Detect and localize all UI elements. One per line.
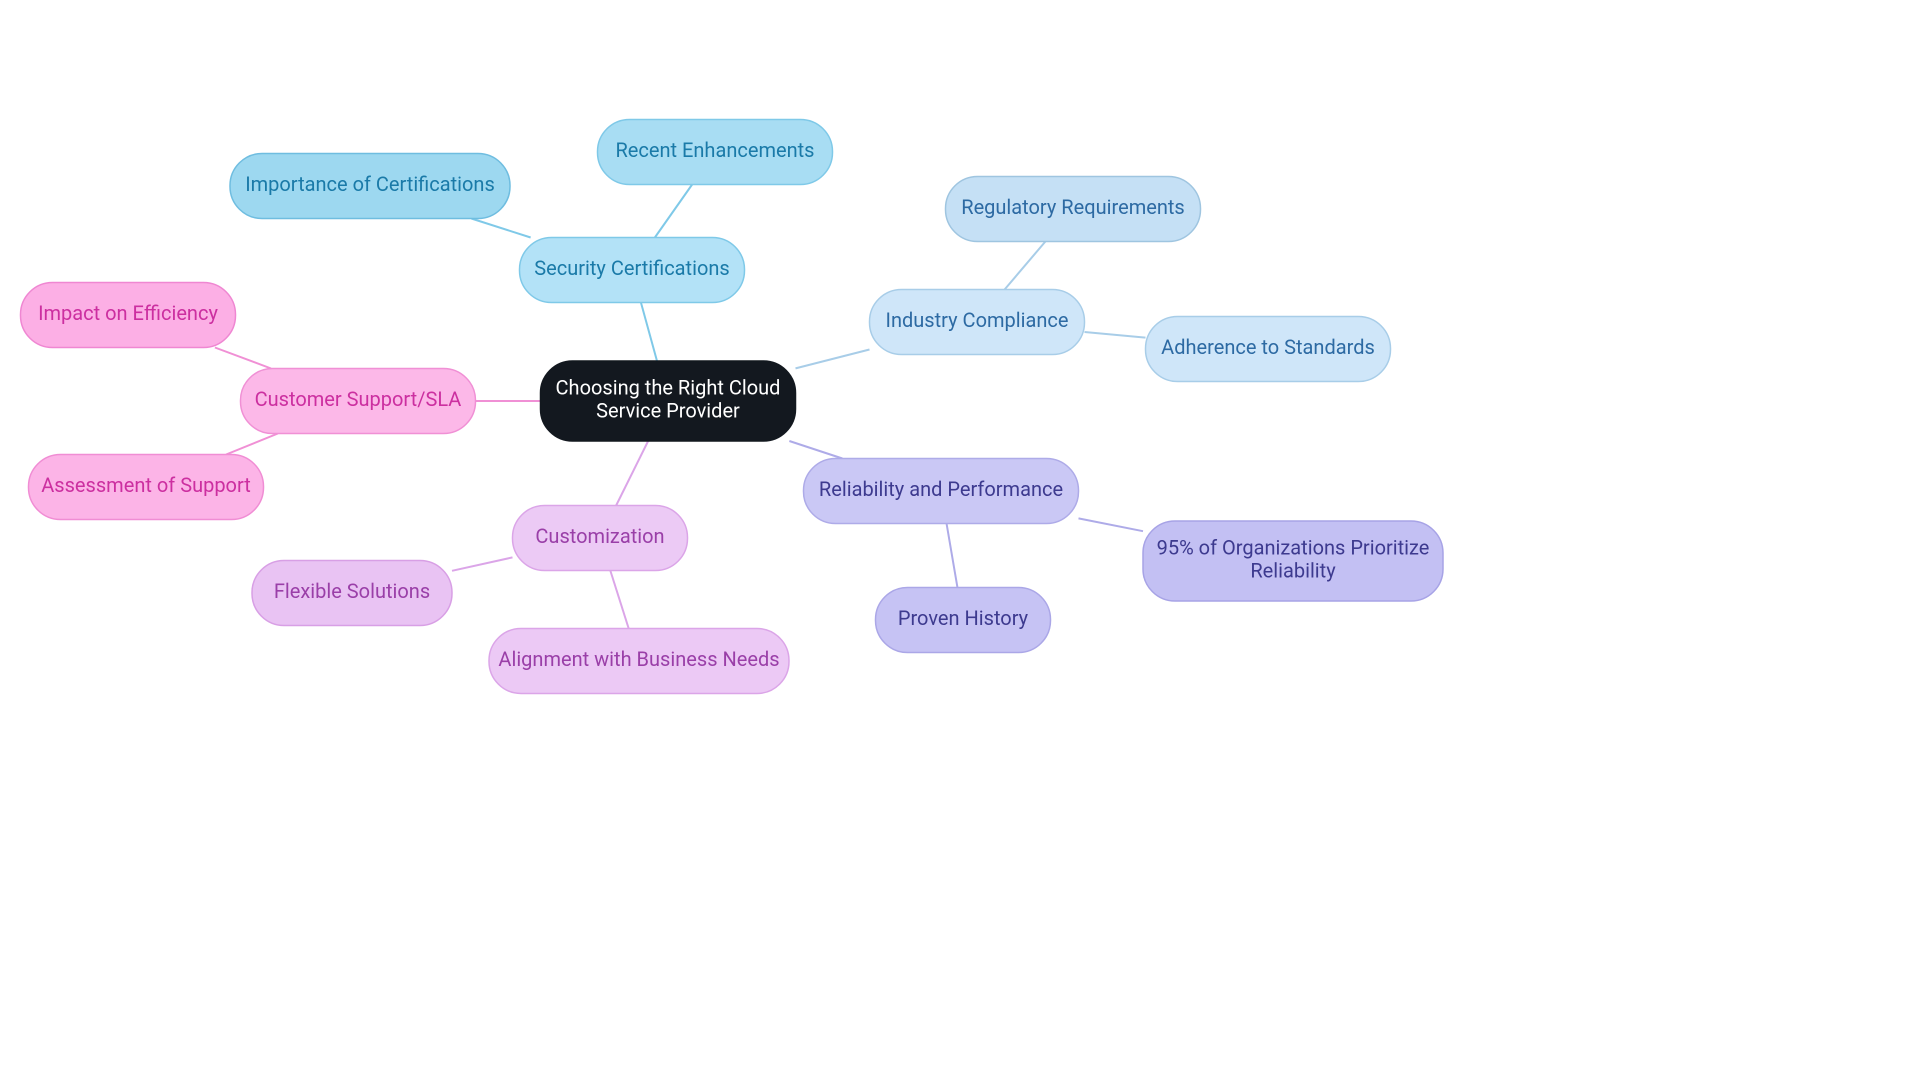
edge	[471, 219, 530, 238]
node-label: Assessment of Support	[41, 473, 251, 497]
edge	[1085, 332, 1146, 338]
node-label: Adherence to Standards	[1161, 335, 1375, 359]
node-label: Recent Enhancements	[615, 138, 814, 162]
node-reliability_c2: Proven History	[876, 588, 1051, 653]
node-label: Customization	[535, 524, 664, 548]
edge	[452, 557, 513, 570]
edge	[641, 303, 657, 362]
node-label: Impact on Efficiency	[38, 301, 218, 325]
edge	[796, 349, 870, 368]
node-customization_c1: Flexible Solutions	[252, 561, 452, 626]
node-compliance: Industry Compliance	[870, 290, 1085, 355]
node-support: Customer Support/SLA	[241, 369, 476, 434]
node-security_c2: Recent Enhancements	[598, 120, 833, 185]
edge	[610, 571, 628, 629]
edge	[215, 348, 271, 369]
node-compliance_c1: Regulatory Requirements	[946, 177, 1201, 242]
node-label: Industry Compliance	[886, 308, 1069, 332]
node-customization: Customization	[513, 506, 688, 571]
edge	[1079, 518, 1144, 531]
edge	[1005, 242, 1046, 290]
node-security_c1: Importance of Certifications	[230, 154, 510, 219]
node-label: Proven History	[898, 606, 1029, 630]
edge	[655, 185, 692, 238]
node-customization_c2: Alignment with Business Needs	[489, 629, 789, 694]
node-support_c2: Assessment of Support	[29, 455, 264, 520]
node-security: Security Certifications	[520, 238, 745, 303]
node-label: Security Certifications	[534, 256, 730, 280]
edge	[947, 524, 958, 588]
edge	[226, 434, 278, 455]
node-label: Flexible Solutions	[274, 579, 430, 603]
node-label: Regulatory Requirements	[961, 195, 1185, 219]
edge	[789, 441, 842, 459]
node-root: Choosing the Right CloudService Provider	[541, 361, 796, 441]
mindmap-canvas: Choosing the Right CloudService Provider…	[0, 0, 1920, 1083]
node-label: Alignment with Business Needs	[498, 647, 779, 671]
node-label: Importance of Certifications	[245, 172, 495, 196]
node-support_c1: Impact on Efficiency	[21, 283, 236, 348]
node-compliance_c2: Adherence to Standards	[1146, 317, 1391, 382]
node-label: Reliability and Performance	[819, 477, 1063, 501]
node-label: Customer Support/SLA	[255, 387, 462, 411]
node-reliability: Reliability and Performance	[804, 459, 1079, 524]
node-reliability_c1: 95% of Organizations PrioritizeReliabili…	[1143, 521, 1443, 601]
edge	[616, 441, 648, 506]
nodes-layer: Choosing the Right CloudService Provider…	[21, 120, 1444, 694]
